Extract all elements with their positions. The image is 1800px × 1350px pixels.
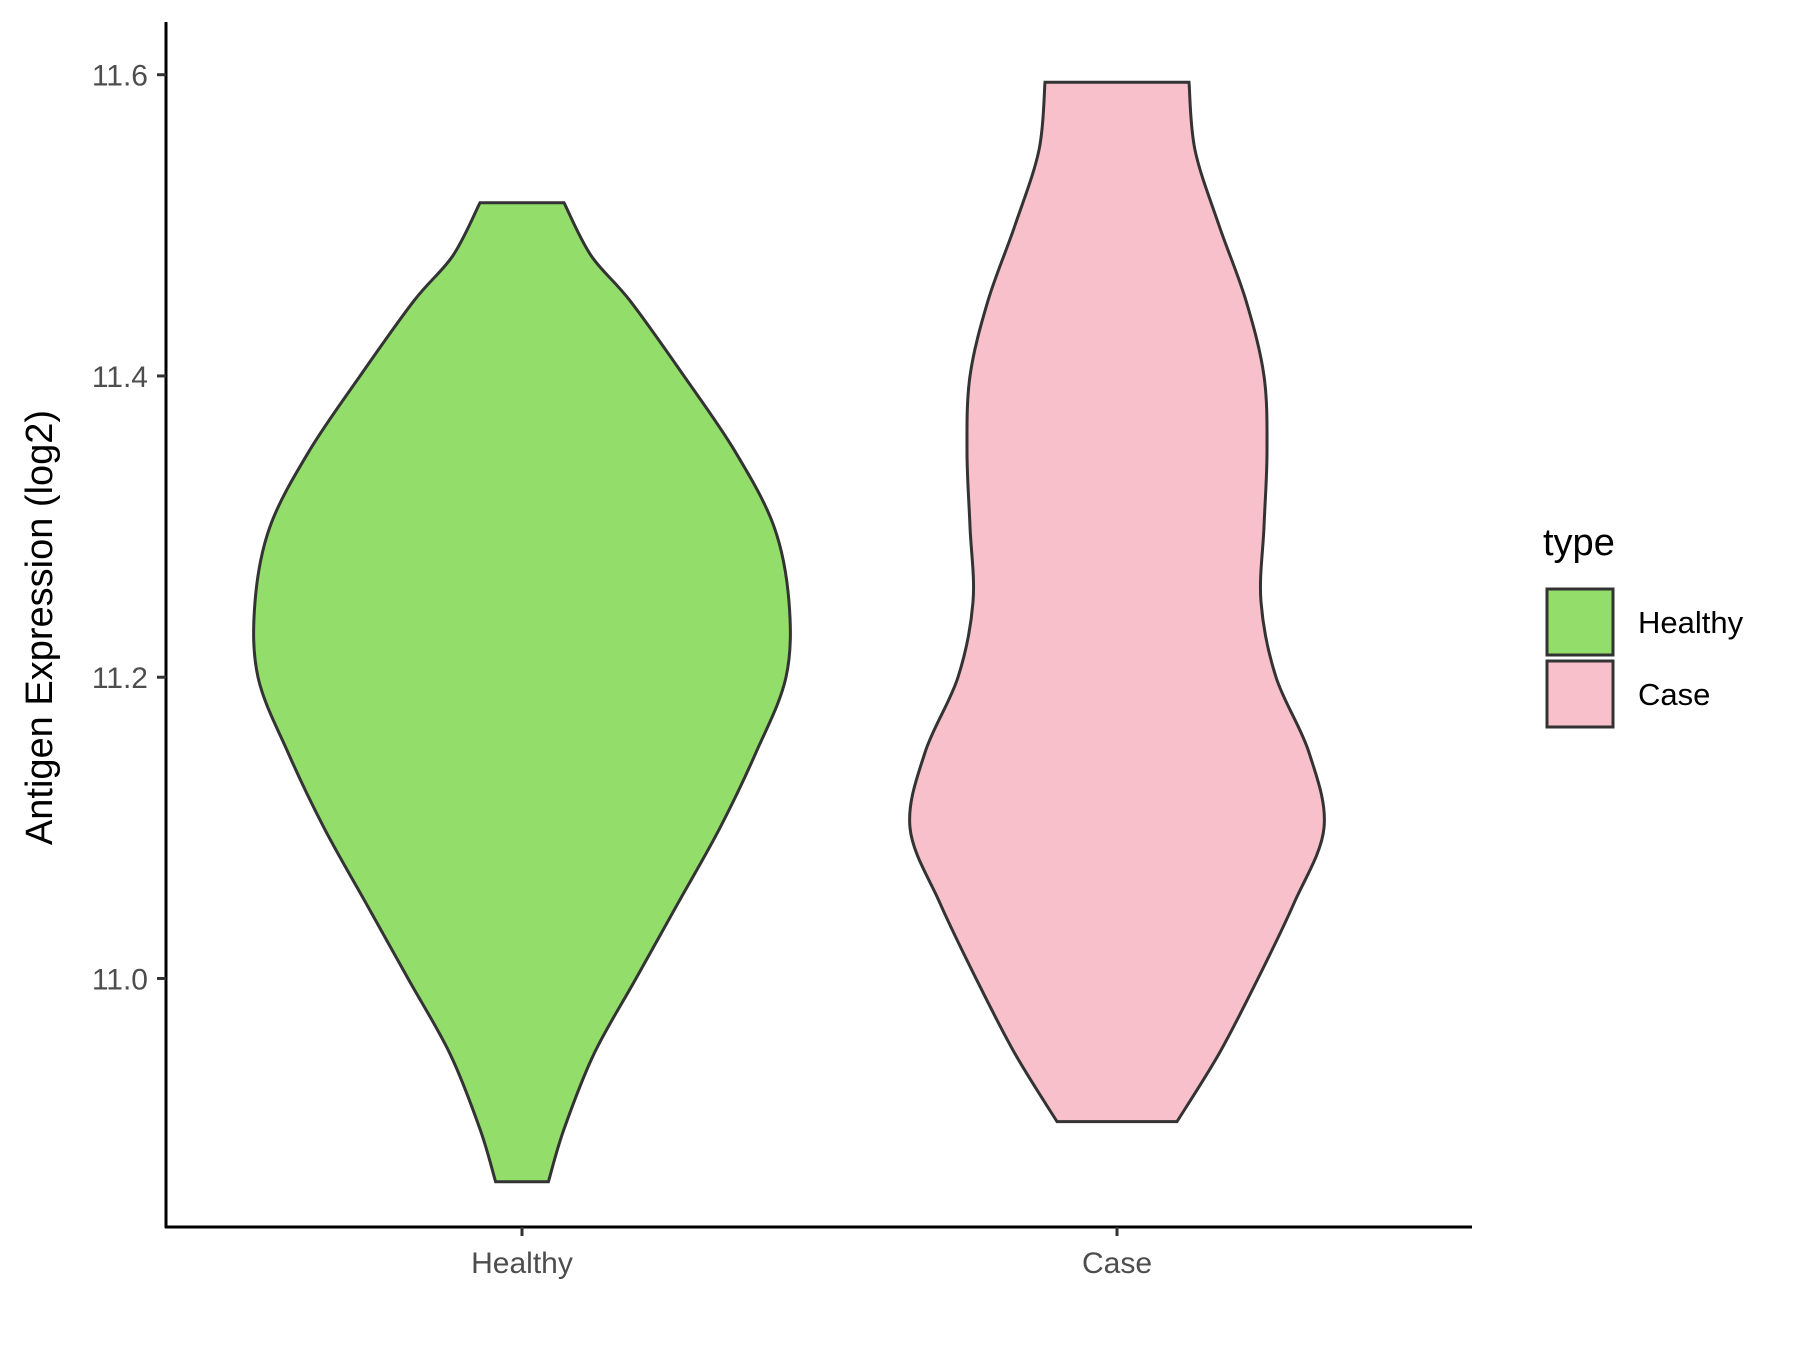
y-tick-label: 11.6	[92, 60, 148, 93]
violin-layer	[252, 80, 1326, 1184]
legend-label-healthy: Healthy	[1638, 605, 1744, 640]
y-axis: 11.0 11.2 11.4 11.6	[92, 22, 168, 1228]
legend-swatch-healthy	[1545, 587, 1615, 657]
violin-healthy	[252, 201, 792, 1184]
legend-title: type	[1543, 522, 1615, 564]
y-tick-label: 11.2	[92, 662, 148, 695]
x-tick-label: Case	[1082, 1247, 1152, 1280]
y-tick-label: 11.4	[92, 361, 148, 394]
legend: type Healthy Case	[1543, 522, 1744, 729]
legend-swatch-case	[1545, 659, 1615, 729]
y-tick-label: 11.0	[92, 963, 148, 996]
x-axis: Healthy Case	[165, 1225, 1472, 1280]
x-tick-label: Healthy	[471, 1247, 573, 1280]
violin-case	[908, 80, 1326, 1124]
legend-label-case: Case	[1638, 677, 1710, 712]
y-axis-title: Antigen Expression (log2)	[19, 410, 61, 845]
